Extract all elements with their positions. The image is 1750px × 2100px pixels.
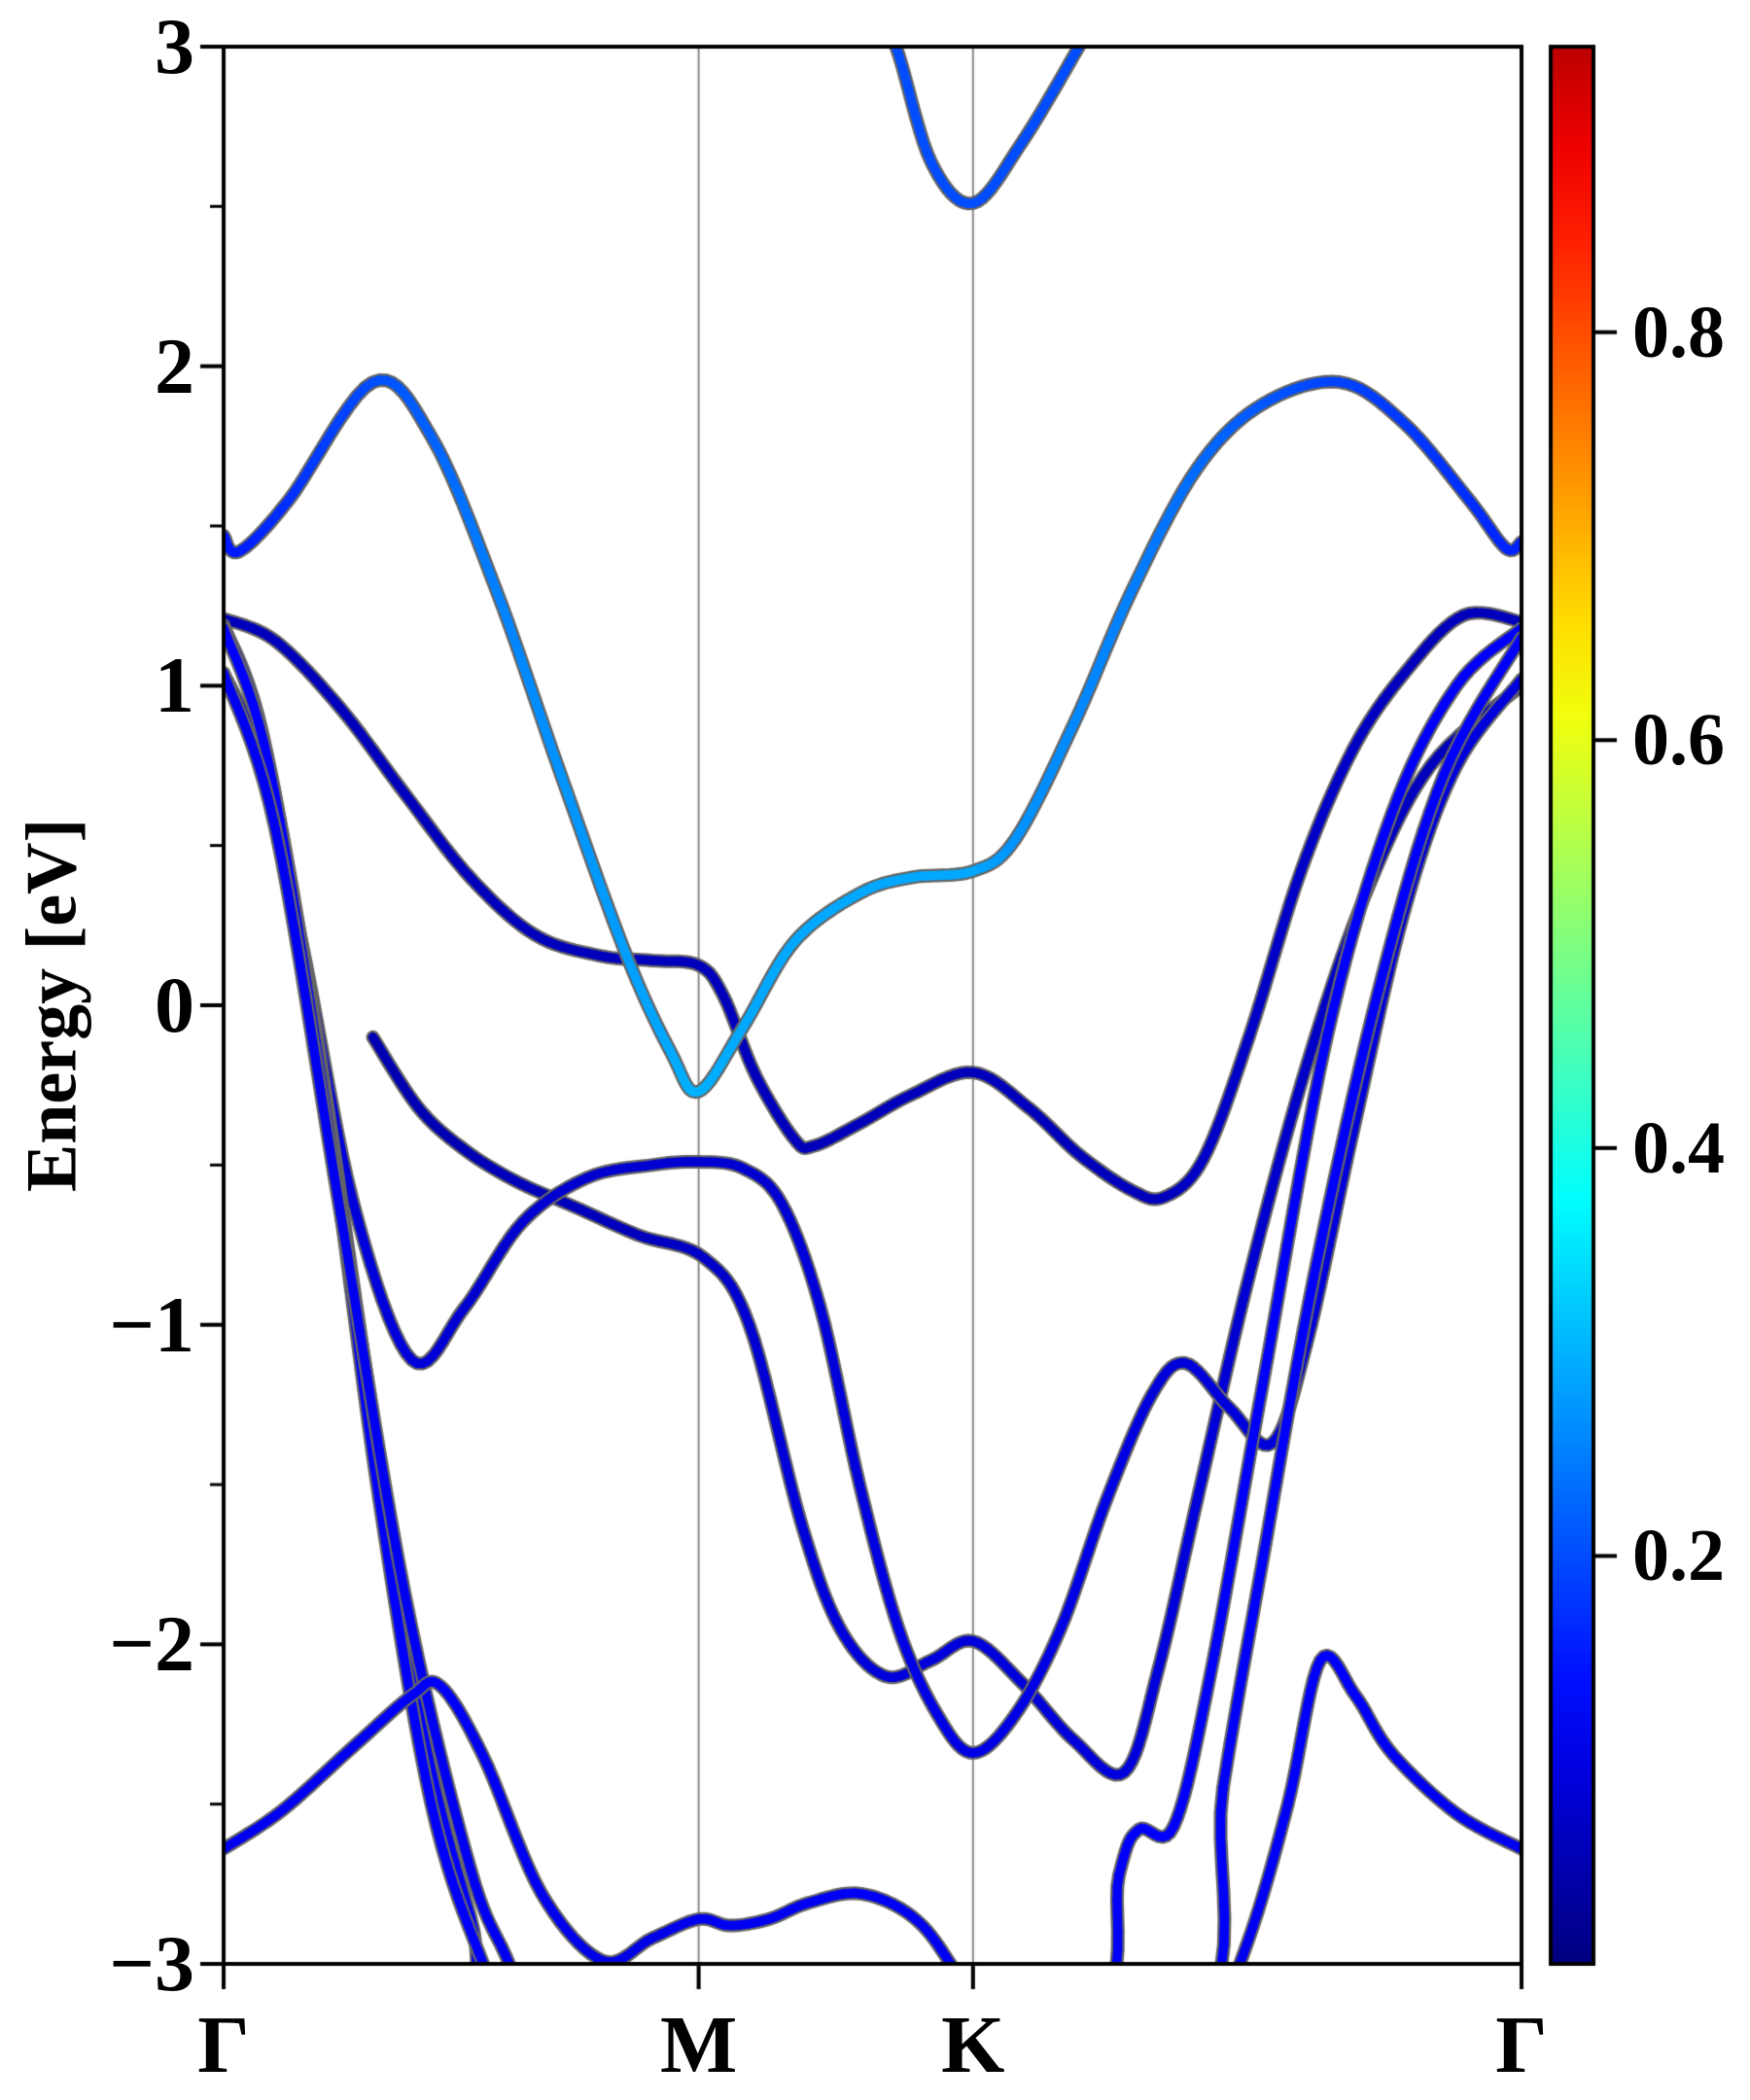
colorbar-tick-label-0.2: 0.2 — [1632, 1515, 1725, 1597]
y-tick-label-1: 1 — [155, 641, 194, 730]
x-tick-label-3: Γ — [1495, 2000, 1548, 2090]
y-tick-label-3: 3 — [155, 2, 194, 90]
y-tick-label-−2: −2 — [109, 1599, 194, 1689]
colorbar-tick-label-0.6: 0.6 — [1632, 699, 1725, 782]
x-tick-label-2: K — [941, 2000, 1005, 2090]
colorbar-tick-label-0.8: 0.8 — [1632, 291, 1725, 373]
colorbar-tick-label-0.4: 0.4 — [1632, 1106, 1725, 1189]
x-tick-label-0: Γ — [197, 2000, 250, 2090]
x-tick-label-1: M — [659, 2000, 738, 2090]
y-tick-label-−1: −1 — [109, 1279, 194, 1369]
y-tick-label-−3: −3 — [109, 1919, 194, 2008]
y-tick-label-2: 2 — [155, 321, 194, 410]
y-tick-label-0: 0 — [155, 961, 194, 1049]
y-axis-title: Energy [eV] — [12, 818, 92, 1193]
